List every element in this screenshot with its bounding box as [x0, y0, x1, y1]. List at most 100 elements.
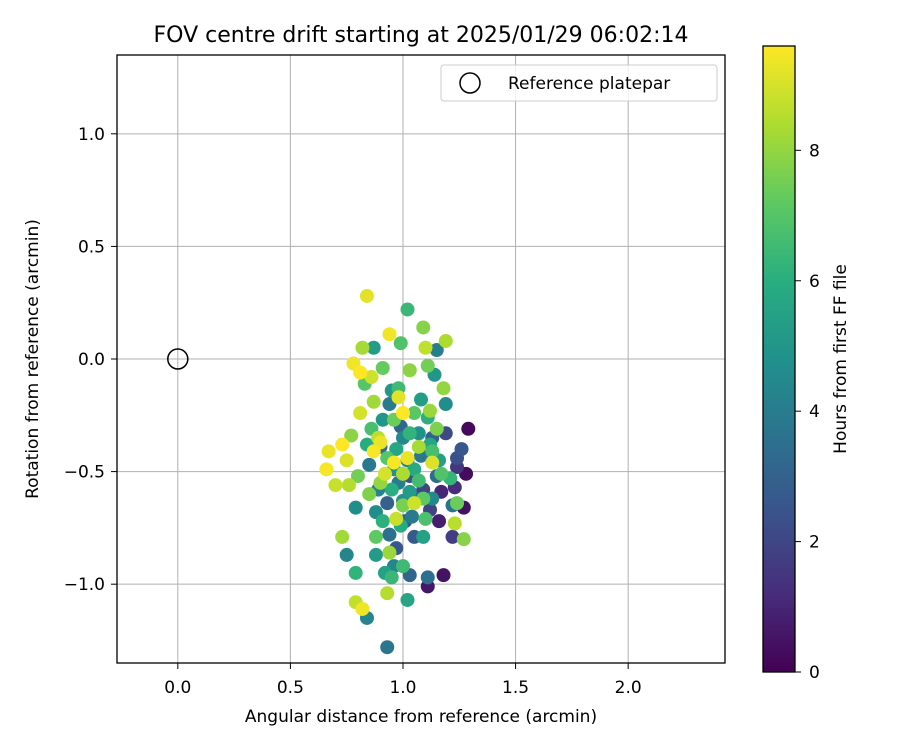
data-point — [353, 406, 368, 421]
x-tick-label: 2.0 — [615, 678, 642, 698]
data-point — [389, 442, 404, 457]
data-point — [384, 570, 399, 585]
data-point — [416, 529, 431, 544]
data-point — [377, 466, 392, 481]
data-point — [402, 484, 417, 499]
data-point — [339, 453, 354, 468]
data-point — [335, 437, 350, 452]
data-point — [429, 342, 444, 357]
data-point — [436, 381, 451, 396]
x-tick-label: 1.0 — [389, 678, 416, 698]
data-point — [395, 559, 410, 574]
colorbar-tick-label: 2 — [809, 533, 820, 553]
colorbar-tick-label: 6 — [809, 272, 820, 292]
data-point — [319, 462, 334, 477]
data-point — [366, 340, 381, 355]
legend-reference-marker — [459, 72, 481, 94]
data-point — [416, 320, 431, 335]
y-tick-label: 1.0 — [78, 125, 105, 145]
colorbar-ticks: 0 2 4 6 8 — [795, 141, 820, 683]
colorbar-label: Hours from first FF file — [831, 264, 851, 454]
data-point — [341, 478, 356, 493]
data-point — [407, 406, 422, 421]
data-point — [328, 478, 343, 493]
data-points — [319, 288, 476, 655]
data-point — [395, 498, 410, 513]
legend: Reference platepar — [440, 64, 718, 102]
data-point — [348, 565, 363, 580]
y-tick-label: −1.0 — [64, 575, 105, 595]
data-point — [344, 428, 359, 443]
legend-entry-label: Reference platepar — [508, 74, 670, 94]
data-point — [418, 511, 433, 526]
data-point — [454, 442, 469, 457]
data-point — [407, 462, 422, 477]
data-point — [429, 421, 444, 436]
data-point — [402, 363, 417, 378]
y-axis-label: Rotation from reference (arcmin) — [23, 219, 43, 499]
data-point — [335, 529, 350, 544]
data-point — [438, 333, 453, 348]
colorbar-gradient — [762, 45, 796, 673]
data-point — [362, 457, 377, 472]
reference-marker — [167, 348, 189, 370]
y-axis-ticks: −1.0 −0.5 0.0 0.5 1.0 — [64, 125, 117, 595]
data-point — [395, 406, 410, 421]
data-point — [348, 500, 363, 515]
data-point — [400, 302, 415, 317]
data-point — [450, 496, 465, 511]
data-point — [382, 527, 397, 542]
data-point — [355, 340, 370, 355]
data-point — [366, 394, 381, 409]
data-point — [404, 509, 419, 524]
data-point — [380, 640, 395, 655]
x-axis-ticks: 0.0 0.5 1.0 1.5 2.0 — [164, 663, 642, 698]
x-tick-label: 0.0 — [164, 678, 191, 698]
colorbar: 0 2 4 6 8 Hours from first FF file — [762, 45, 851, 683]
data-point — [375, 412, 390, 427]
data-point — [432, 514, 447, 529]
data-point — [350, 469, 365, 484]
data-point — [380, 496, 395, 511]
legend-box — [440, 64, 718, 102]
x-tick-label: 1.5 — [502, 678, 529, 698]
data-point — [386, 455, 401, 470]
data-point — [391, 390, 406, 405]
data-point — [438, 397, 453, 412]
data-point — [366, 444, 381, 459]
data-point — [389, 511, 404, 526]
colorbar-tick-label: 0 — [809, 663, 820, 683]
y-tick-label: 0.5 — [78, 237, 105, 257]
data-point — [411, 439, 426, 454]
chart-title: FOV centre drift starting at 2025/01/29 … — [154, 23, 689, 48]
data-point — [382, 327, 397, 342]
y-tick-label: −0.5 — [64, 463, 105, 483]
data-point — [368, 529, 383, 544]
data-point — [407, 496, 422, 511]
data-point — [425, 455, 440, 470]
data-point — [400, 451, 415, 466]
y-tick-label: 0.0 — [78, 350, 105, 370]
data-point — [423, 403, 438, 418]
data-point — [393, 336, 408, 351]
colorbar-tick-label: 8 — [809, 141, 820, 161]
data-point — [434, 466, 449, 481]
data-point — [339, 547, 354, 562]
data-point — [436, 568, 451, 583]
data-point — [411, 473, 426, 488]
data-point — [418, 340, 433, 355]
data-point — [400, 592, 415, 607]
data-point — [425, 444, 440, 459]
data-point — [355, 601, 370, 616]
data-point — [364, 370, 379, 385]
data-point — [420, 358, 435, 373]
colorbar-tick-label: 4 — [809, 402, 820, 422]
data-point — [402, 426, 417, 441]
data-point — [447, 516, 462, 531]
data-point — [461, 421, 476, 436]
grid-lines — [117, 55, 725, 663]
data-point — [375, 361, 390, 376]
data-point — [456, 532, 471, 547]
data-point — [375, 514, 390, 529]
